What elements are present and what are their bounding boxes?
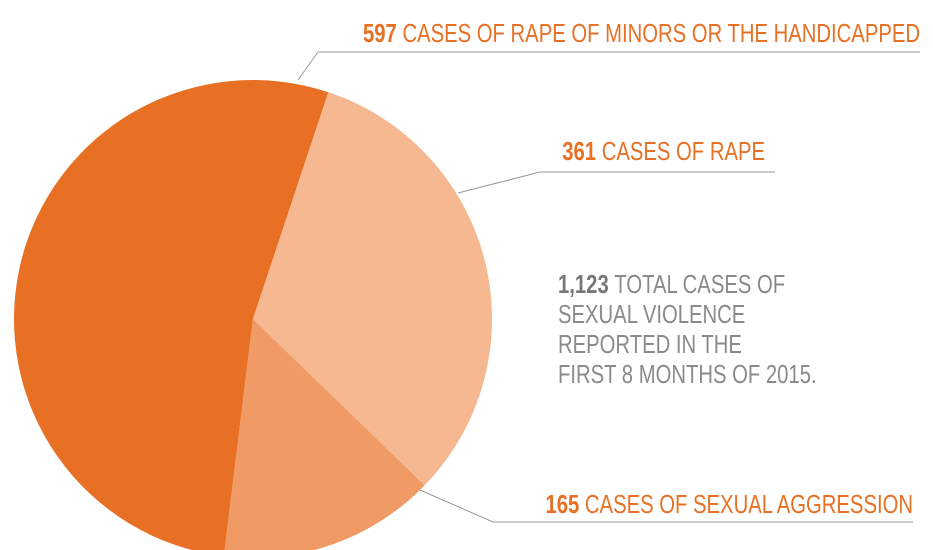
annotation-line: FIRST 8 MONTHS OF 2015. bbox=[558, 360, 817, 389]
value-label: 165 bbox=[545, 490, 579, 519]
annotation-words: REPORTED IN THE bbox=[558, 330, 742, 359]
annotation-words: FIRST 8 MONTHS OF 2015. bbox=[558, 360, 817, 389]
value-label: 361 bbox=[562, 137, 596, 166]
annotation-words: SEXUAL VIOLENCE bbox=[558, 300, 745, 329]
category-label: CASES OF SEXUAL AGGRESSION bbox=[585, 490, 913, 519]
annotation-line: SEXUAL VIOLENCE bbox=[558, 300, 745, 329]
value-label: 597 bbox=[363, 19, 397, 48]
slice-label: 165 CASES OF SEXUAL AGGRESSION bbox=[545, 490, 913, 519]
annotation-line: REPORTED IN THE bbox=[558, 330, 742, 359]
slice-label: 597 CASES OF RAPE OF MINORS OR THE HANDI… bbox=[363, 19, 920, 48]
annotation-line: 1,123 TOTAL CASES OF bbox=[558, 270, 785, 299]
label-text: 361 CASES OF RAPE bbox=[562, 137, 765, 166]
annotation-text: REPORTED IN THE bbox=[558, 330, 742, 359]
category-label: CASES OF RAPE OF MINORS OR THE HANDICAPP… bbox=[402, 19, 920, 48]
leader-line bbox=[419, 489, 913, 523]
pie-slice bbox=[224, 319, 425, 550]
pie-slice bbox=[253, 92, 493, 486]
leader-line bbox=[297, 51, 920, 81]
annotation-text: FIRST 8 MONTHS OF 2015. bbox=[558, 360, 817, 389]
annotation-words: TOTAL CASES OF bbox=[614, 270, 785, 299]
leader-line bbox=[457, 171, 775, 194]
slice-label: 361 CASES OF RAPE bbox=[562, 137, 765, 166]
annotation-text: SEXUAL VIOLENCE bbox=[558, 300, 745, 329]
annotation-number: 1,123 bbox=[558, 270, 609, 299]
category-label: CASES OF RAPE bbox=[602, 137, 765, 166]
pie-slice bbox=[14, 80, 329, 550]
label-text: 165 CASES OF SEXUAL AGGRESSION bbox=[545, 490, 913, 519]
annotation-text: 1,123 TOTAL CASES OF bbox=[558, 270, 785, 299]
label-text: 597 CASES OF RAPE OF MINORS OR THE HANDI… bbox=[363, 19, 920, 48]
